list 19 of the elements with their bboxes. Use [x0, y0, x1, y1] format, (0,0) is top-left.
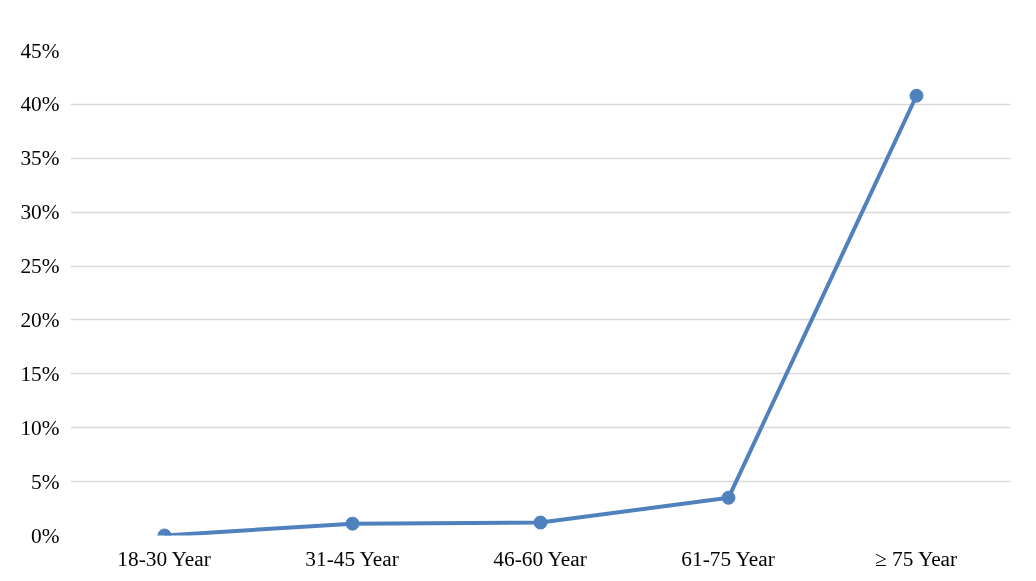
- point: [909, 88, 924, 103]
- x-tick-label: 31-45 Year: [305, 546, 399, 571]
- point: [345, 516, 360, 531]
- point: [533, 515, 548, 530]
- y-tick-label: 45%: [20, 38, 60, 63]
- y-tick-label: 0%: [31, 523, 60, 548]
- point: [721, 490, 736, 505]
- y-tick-label: 25%: [20, 254, 60, 279]
- y-tick-label: 40%: [20, 92, 60, 117]
- y-tick-label: 15%: [20, 361, 60, 386]
- y-tick-label: 20%: [20, 307, 60, 332]
- x-tick-label: 46-60 Year: [493, 546, 587, 571]
- y-tick-label: 5%: [31, 469, 60, 494]
- x-tick-label: 61-75 Year: [681, 546, 775, 571]
- y-tick-label: 30%: [20, 200, 60, 225]
- x-tick-label: 18-30 Year: [117, 546, 211, 571]
- x-tick-label: ≥ 75 Year: [875, 546, 958, 571]
- y-tick-label: 10%: [20, 415, 60, 440]
- y-tick-label: 35%: [20, 146, 60, 171]
